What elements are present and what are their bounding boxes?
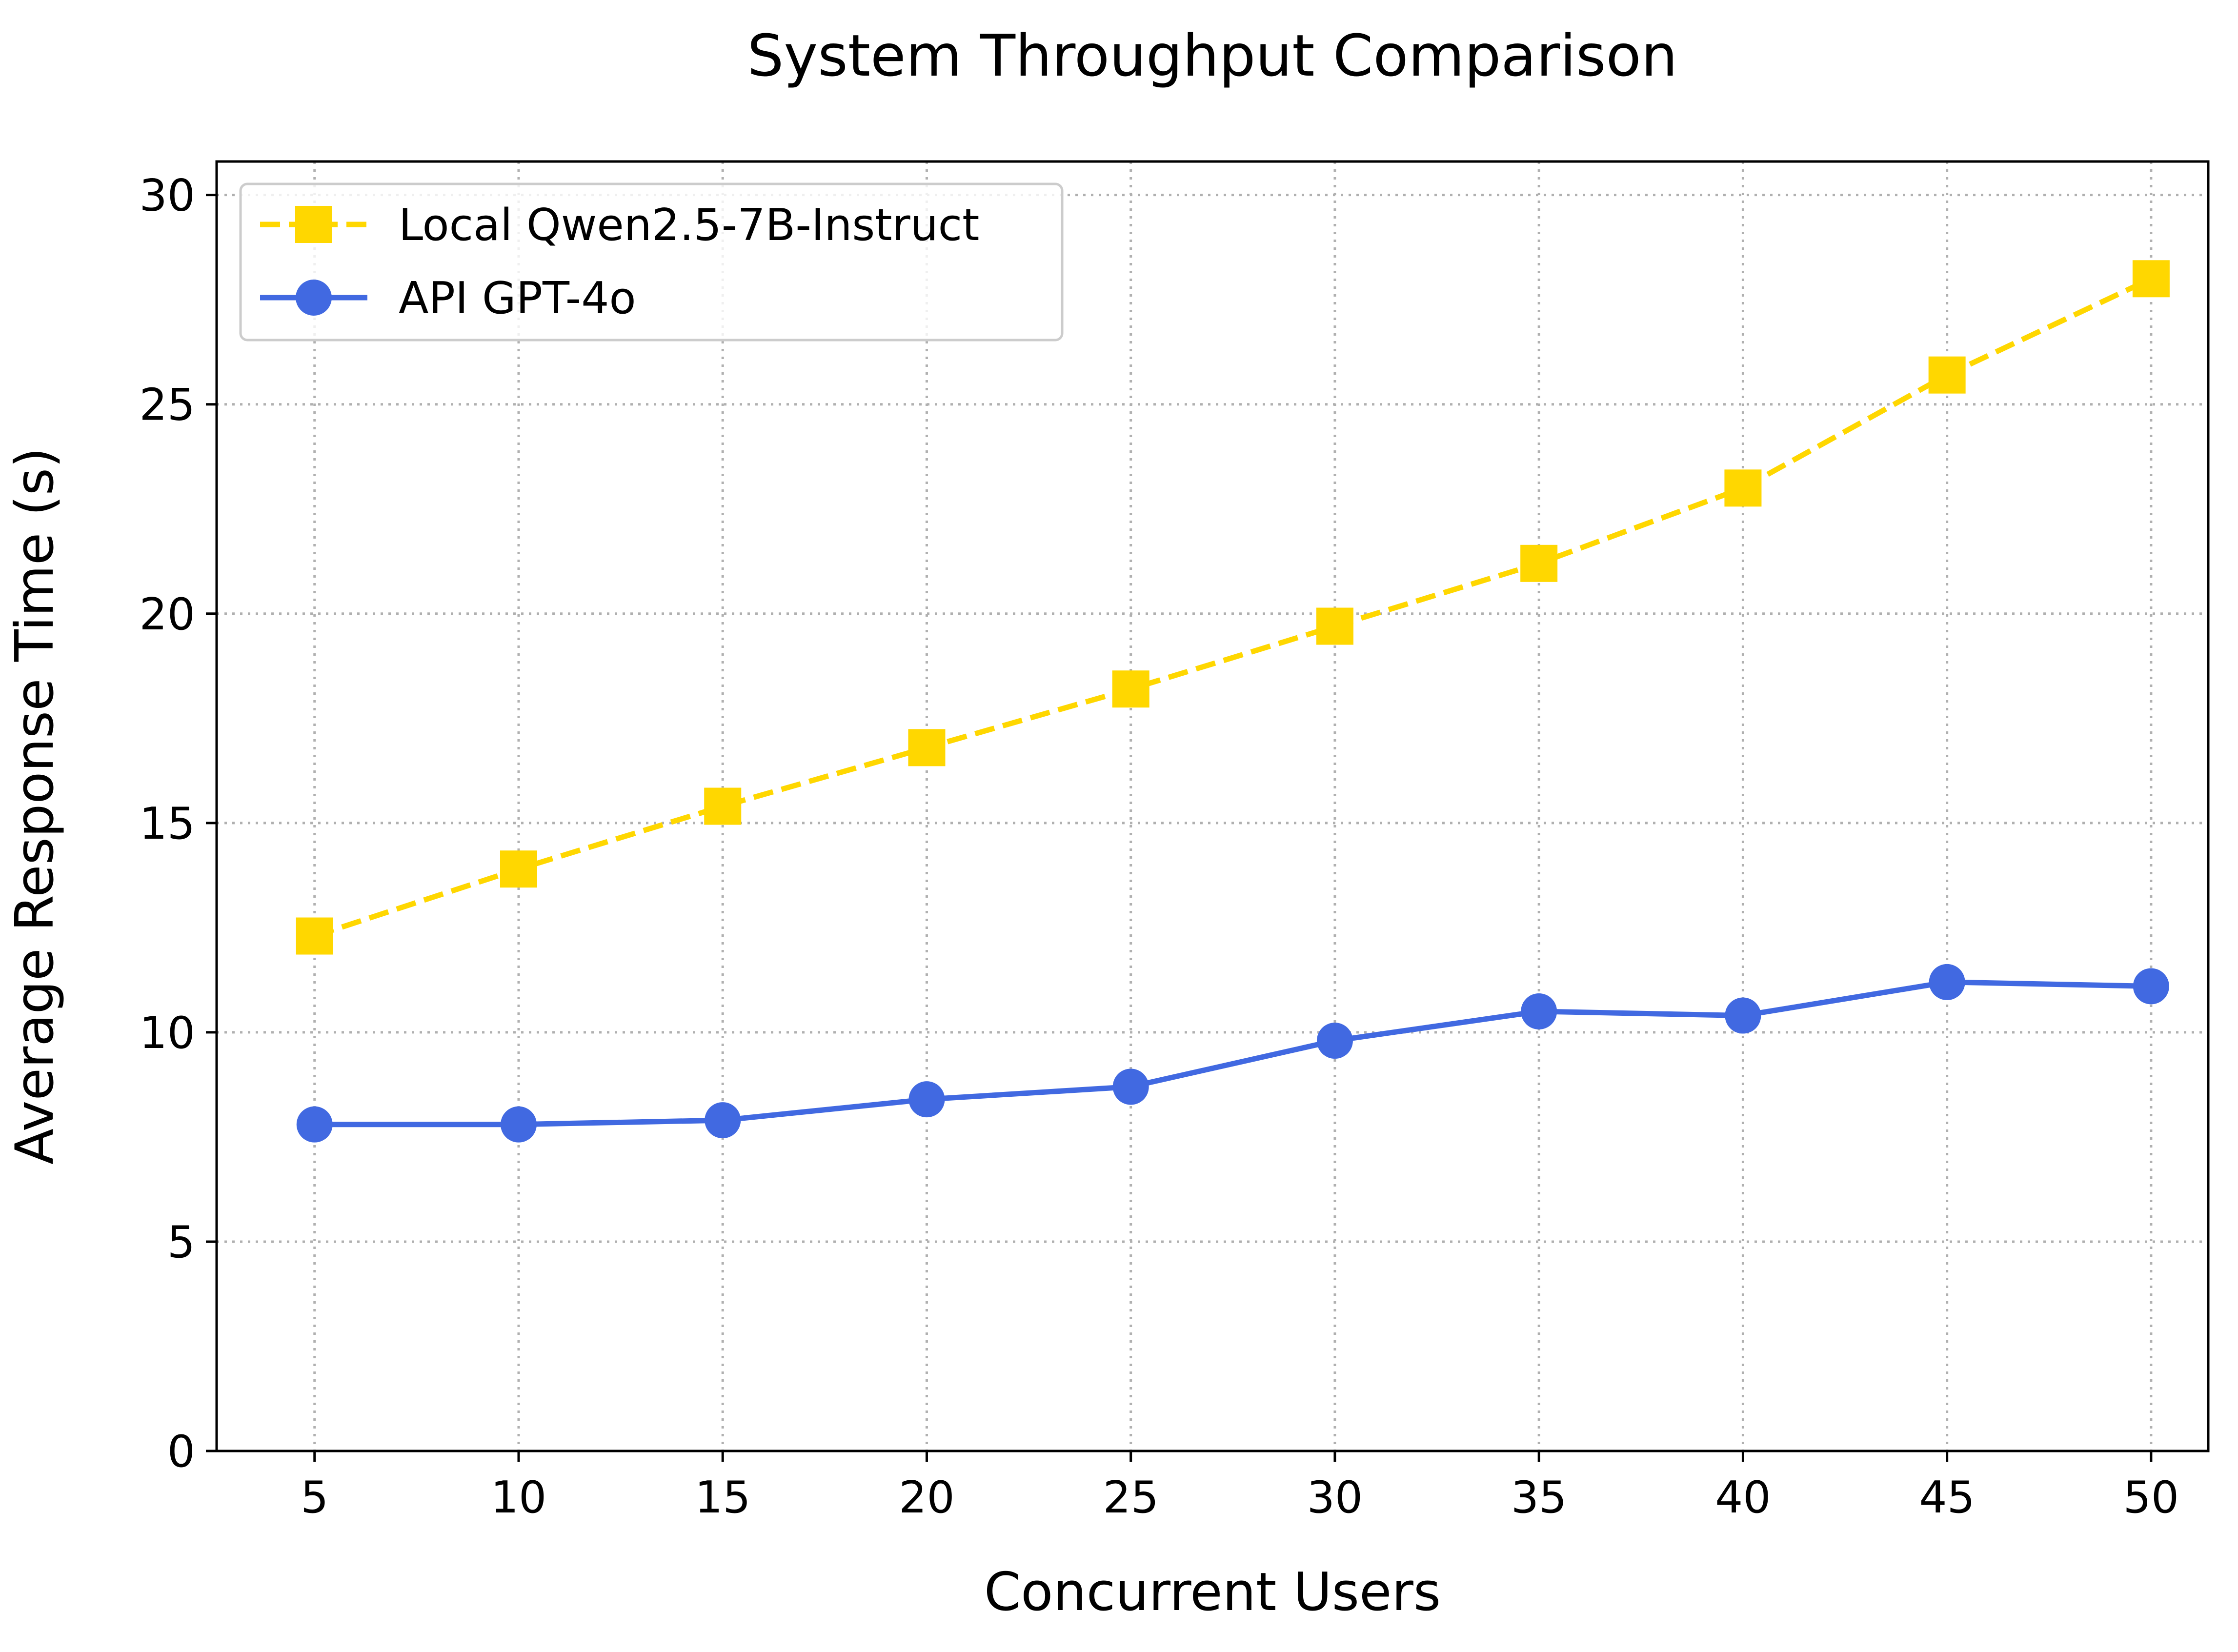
- legend-marker: [296, 280, 332, 316]
- x-tick-label: 30: [1307, 1472, 1363, 1523]
- data-point: [2132, 260, 2170, 298]
- series-0: [296, 260, 2170, 955]
- series-1: [296, 964, 2169, 1143]
- data-point: [1928, 356, 1966, 394]
- plot-frame: [215, 160, 2210, 1452]
- x-axis-label: Concurrent Users: [984, 1562, 1441, 1623]
- data-point: [500, 850, 537, 888]
- y-tick-label: 5: [167, 1217, 195, 1268]
- legend-label: API GPT-4o: [399, 273, 636, 324]
- chart-title: System Throughput Comparison: [747, 22, 1678, 89]
- x-tick-label: 25: [1103, 1472, 1159, 1523]
- y-axis-label: Average Response Time (s): [4, 447, 65, 1165]
- x-tick-label: 40: [1715, 1472, 1771, 1523]
- series-layer: [296, 260, 2170, 1143]
- y-tick-label: 15: [139, 798, 195, 849]
- data-point: [1316, 607, 1353, 645]
- axis-ticks: 5 10 15 20 25 30 35 40 45 50 0 5 10 15 20 25 30: [139, 170, 2179, 1523]
- data-point: [296, 1106, 333, 1143]
- y-tick-label: 0: [167, 1426, 195, 1477]
- legend-box: [239, 182, 1064, 342]
- legend-marker: [295, 206, 332, 243]
- series-line: [314, 276, 2153, 939]
- data-point: [2133, 968, 2169, 1005]
- data-point: [908, 729, 946, 766]
- x-tick-label: 50: [2123, 1472, 2179, 1523]
- legend-label: Local Qwen2.5-7B-Instruct: [399, 200, 979, 251]
- y-tick-label: 10: [139, 1007, 195, 1059]
- x-tick-label: 20: [899, 1472, 955, 1523]
- data-point: [296, 917, 333, 955]
- y-tick-label: 20: [139, 589, 195, 640]
- series-line: [314, 979, 2152, 1128]
- data-point: [1929, 964, 1965, 1000]
- y-tick-label: 30: [139, 170, 195, 222]
- data-point: [1725, 997, 1761, 1034]
- x-tick-label: 35: [1511, 1472, 1567, 1523]
- x-tick-label: 10: [491, 1472, 547, 1523]
- data-point: [1316, 1023, 1353, 1059]
- data-point: [500, 1106, 537, 1143]
- data-point: [1520, 544, 1558, 582]
- data-point: [1112, 670, 1149, 708]
- data-point: [1521, 993, 1557, 1029]
- x-tick-label: 15: [695, 1472, 751, 1523]
- legend-items: Local Qwen2.5-7B-Instruct API GPT-4o: [260, 200, 979, 324]
- y-tick-label: 25: [139, 380, 195, 431]
- data-point: [705, 1102, 741, 1139]
- legend: Local Qwen2.5-7B-Instruct API GPT-4o: [239, 182, 1064, 342]
- data-point: [704, 787, 742, 825]
- x-tick-label: 5: [301, 1472, 328, 1523]
- data-point: [908, 1081, 945, 1118]
- x-tick-label: 45: [1919, 1472, 1975, 1523]
- data-point: [1724, 469, 1762, 507]
- data-point: [1112, 1068, 1149, 1105]
